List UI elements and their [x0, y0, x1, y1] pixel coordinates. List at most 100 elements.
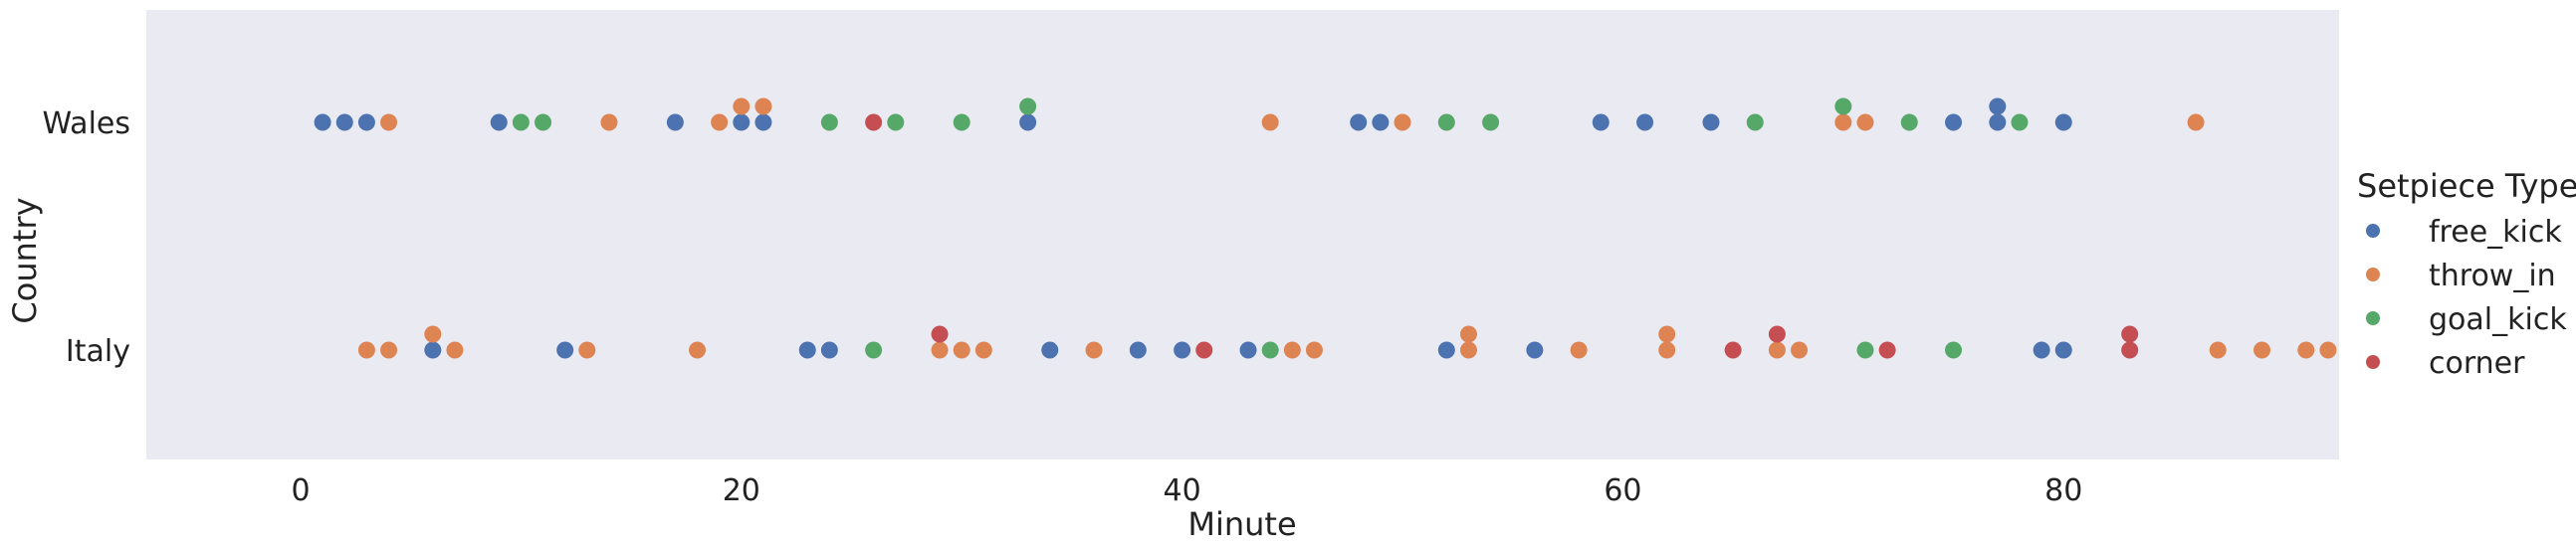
legend-label: corner [2429, 346, 2525, 381]
x-tick-label: 60 [1604, 473, 1641, 508]
legend-label: throw_in [2429, 259, 2556, 293]
point-free_kick [1945, 113, 1963, 131]
point-throw_in [1459, 341, 1477, 359]
point-throw_in [1085, 341, 1103, 359]
point-throw_in [2209, 341, 2227, 359]
x-tick-label: 80 [2044, 473, 2082, 508]
point-free_kick [1636, 113, 1654, 131]
point-free_kick [820, 341, 838, 359]
points-layer [314, 97, 2337, 359]
point-corner [1878, 341, 1896, 359]
x-tick-label: 40 [1164, 473, 1201, 508]
point-goal_kick [1019, 97, 1037, 115]
point-corner [2121, 325, 2139, 343]
point-goal_kick [512, 113, 530, 131]
point-throw_in [424, 325, 442, 343]
point-goal_kick [1856, 341, 1874, 359]
point-free_kick [1989, 97, 2007, 115]
point-goal_kick [1746, 113, 1764, 131]
point-free_kick [1372, 113, 1390, 131]
point-throw_in [2187, 113, 2205, 131]
point-free_kick [1526, 341, 1544, 359]
x-tick-label: 20 [723, 473, 760, 508]
y-axis-label: Country [6, 197, 44, 323]
point-throw_in [380, 341, 398, 359]
point-throw_in [931, 341, 949, 359]
point-goal_kick [887, 113, 905, 131]
point-goal_kick [1482, 113, 1500, 131]
point-throw_in [754, 97, 772, 115]
point-throw_in [1768, 341, 1786, 359]
point-throw_in [2254, 341, 2271, 359]
point-goal_kick [1261, 341, 1279, 359]
point-free_kick [556, 341, 574, 359]
point-goal_kick [820, 113, 838, 131]
legend-marker-corner [2366, 355, 2380, 369]
point-free_kick [1592, 113, 1610, 131]
point-corner [1724, 341, 1742, 359]
point-goal_kick [1900, 113, 1918, 131]
point-throw_in [953, 341, 970, 359]
point-throw_in [600, 113, 618, 131]
point-goal_kick [1945, 341, 1963, 359]
point-free_kick [1129, 341, 1147, 359]
point-free_kick [490, 113, 508, 131]
point-throw_in [1261, 113, 1279, 131]
point-throw_in [2319, 341, 2337, 359]
point-goal_kick [953, 113, 970, 131]
legend-marker-throw_in [2366, 268, 2380, 281]
point-throw_in [1570, 341, 1588, 359]
point-free_kick [1350, 113, 1368, 131]
point-throw_in [1658, 341, 1676, 359]
point-free_kick [2033, 341, 2050, 359]
y-tick-label: Wales [42, 106, 130, 141]
point-goal_kick [535, 113, 552, 131]
point-corner [2121, 341, 2139, 359]
point-throw_in [1791, 341, 1809, 359]
point-free_kick [1019, 113, 1037, 131]
x-tick-label: 0 [291, 473, 310, 508]
legend-marker-goal_kick [2366, 311, 2380, 325]
point-corner [1768, 325, 1786, 343]
point-throw_in [1658, 325, 1676, 343]
point-throw_in [380, 113, 398, 131]
point-throw_in [446, 341, 464, 359]
point-throw_in [974, 341, 992, 359]
point-throw_in [1305, 341, 1323, 359]
point-free_kick [666, 113, 684, 131]
point-throw_in [2297, 341, 2315, 359]
point-free_kick [2054, 341, 2072, 359]
legend-label: goal_kick [2429, 302, 2567, 337]
point-free_kick [1174, 341, 1191, 359]
point-goal_kick [2011, 113, 2029, 131]
point-throw_in [1394, 113, 1411, 131]
legend-title: Setpiece Type [2357, 167, 2576, 205]
point-free_kick [2054, 113, 2072, 131]
point-corner [931, 325, 949, 343]
x-axis-label: Minute [1187, 505, 1296, 543]
point-free_kick [1437, 341, 1455, 359]
point-throw_in [1459, 325, 1477, 343]
point-throw_in [1283, 341, 1301, 359]
point-free_kick [733, 113, 751, 131]
point-throw_in [711, 113, 729, 131]
point-free_kick [335, 113, 353, 131]
point-throw_in [1834, 113, 1852, 131]
point-free_kick [1702, 113, 1720, 131]
point-corner [865, 113, 883, 131]
point-free_kick [1041, 341, 1059, 359]
point-goal_kick [1834, 97, 1852, 115]
tick-layer: 0 20 40 60 80 Wales Italy [42, 106, 2082, 508]
legend-label: free_kick [2429, 215, 2562, 250]
point-goal_kick [1437, 113, 1455, 131]
point-free_kick [357, 113, 375, 131]
point-free_kick [1989, 113, 2007, 131]
legend: Setpiece Type free_kick throw_in goal_kick… [2357, 167, 2576, 381]
plot-area [146, 10, 2339, 459]
point-free_kick [1239, 341, 1257, 359]
point-free_kick [798, 341, 816, 359]
point-goal_kick [865, 341, 883, 359]
point-throw_in [689, 341, 707, 359]
